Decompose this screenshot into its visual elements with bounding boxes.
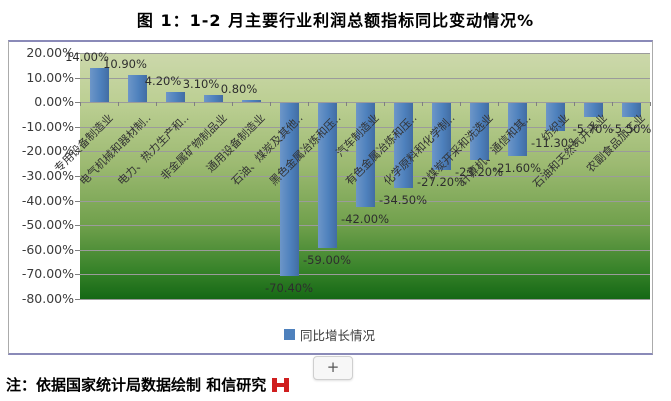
legend: 同比增长情况 (284, 325, 375, 344)
legend-swatch (284, 329, 295, 340)
y-axis-tick (75, 102, 80, 104)
x-axis-tick (194, 102, 195, 107)
bar (507, 103, 527, 157)
x-axis-tick (308, 102, 309, 107)
bar (127, 75, 147, 103)
bar-value-label: -34.50% (379, 193, 427, 208)
bar-value-label: 10.90% (103, 57, 147, 72)
bar (545, 103, 565, 131)
y-axis-tick (75, 225, 80, 227)
y-axis-label: 10.00% (26, 69, 74, 85)
bar-value-label: -70.40% (265, 281, 313, 296)
y-axis-tick (75, 151, 80, 153)
bar (583, 103, 603, 118)
y-axis-label: 20.00% (26, 45, 74, 60)
y-axis-label: -70.00% (21, 266, 74, 282)
bar (431, 103, 451, 171)
bar-value-label: 3.10% (182, 76, 220, 91)
x-axis-tick (156, 102, 157, 107)
y-axis-label: -30.00% (21, 168, 74, 183)
x-axis-tick (346, 102, 347, 107)
gridline (80, 77, 650, 79)
bar (621, 103, 641, 117)
bar-value-label: -23.20% (455, 165, 503, 180)
x-axis-tick (384, 102, 385, 107)
x-axis-tick (422, 102, 423, 107)
y-axis-tick (75, 274, 80, 276)
y-axis-label: -60.00% (21, 241, 74, 257)
zoom-plus-button[interactable]: + (313, 356, 353, 380)
bar-value-label: -5.50% (610, 121, 652, 136)
gridline (80, 299, 650, 300)
y-axis-label: -40.00% (21, 192, 74, 208)
x-axis-tick (232, 102, 233, 107)
bar-value-label: 4.20% (144, 73, 182, 88)
bar (89, 67, 109, 103)
y-axis-label: 0.00% (34, 94, 74, 110)
bar-value-label: -21.60% (493, 161, 541, 176)
bar-value-label: 0.80% (220, 82, 258, 97)
bar (393, 103, 413, 189)
bar (317, 103, 337, 249)
footer-note-text: 注：依据国家统计局数据绘制 和信研究 (6, 376, 267, 394)
y-axis-label: -80.00% (21, 291, 74, 306)
x-axis-tick (574, 102, 575, 107)
x-axis-tick (498, 102, 499, 107)
gridline (80, 249, 650, 251)
x-axis-tick (612, 102, 613, 107)
bar (469, 103, 489, 161)
bar-value-label: -11.30% (531, 135, 579, 150)
footer-note: 注：依据国家统计局数据绘制 和信研究 (6, 374, 290, 395)
bar-value-label: -59.00% (303, 253, 351, 268)
y-axis-tick (75, 176, 80, 177)
x-axis-tick (650, 102, 651, 107)
chart-title: 图 1：1-2 月主要行业利润总额指标同比变动情况% (136, 11, 535, 30)
gridline (80, 53, 650, 54)
x-axis-tick (118, 102, 119, 107)
gridline (80, 274, 650, 276)
y-axis-label: -10.00% (21, 118, 74, 134)
hexin-logo-icon (272, 377, 290, 392)
y-axis-tick (75, 299, 80, 300)
bar (203, 94, 223, 103)
x-axis-tick (536, 102, 537, 107)
x-axis-tick (80, 102, 81, 107)
bar-value-label: 14.00% (65, 49, 109, 64)
bar-value-label: -42.00% (341, 211, 389, 226)
legend-label: 同比增长情况 (300, 328, 376, 343)
bar (241, 100, 261, 103)
y-axis-label: -20.00% (21, 143, 74, 159)
gridline (80, 225, 650, 227)
x-axis-tick (460, 102, 461, 107)
y-axis-tick (75, 77, 80, 79)
bar (279, 103, 299, 277)
x-axis-tick (270, 102, 271, 107)
y-axis-tick (75, 249, 80, 251)
gridline (80, 102, 650, 104)
y-axis-tick (75, 53, 80, 54)
y-axis-tick (75, 126, 80, 128)
y-axis-tick (75, 200, 80, 202)
y-axis-label: -50.00% (21, 217, 74, 233)
bar-value-label: -27.20% (417, 175, 465, 190)
bar (165, 91, 185, 103)
bar (355, 103, 375, 207)
bar-value-label: -5.70% (572, 122, 614, 137)
